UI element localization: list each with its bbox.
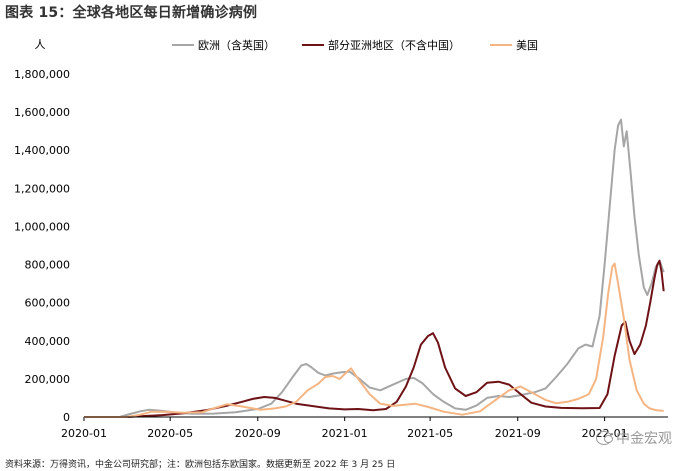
y-tick-label: 400,000	[25, 335, 71, 348]
y-tick-label: 0	[63, 411, 70, 424]
x-tick-label: 2020-01	[61, 427, 107, 440]
legend-label-1: 欧洲（含英国）	[198, 38, 275, 52]
y-axis-label: 人	[35, 38, 46, 51]
figure-title: 图表 15：全球各地区每日新增确诊病例	[5, 5, 258, 21]
y-tick-label: 200,000	[25, 373, 71, 386]
watermark: 中金宏观	[596, 428, 672, 448]
y-tick-label: 600,000	[25, 297, 71, 310]
x-tick-label: 2021-01	[322, 427, 368, 440]
watermark-text: 中金宏观	[616, 431, 672, 447]
x-tick-label: 2020-05	[147, 427, 193, 440]
x-tick-label: 2021-09	[495, 427, 541, 440]
y-tick-label: 1,600,000	[14, 106, 70, 119]
legend-label-3: 美国	[516, 39, 538, 52]
y-tick-label: 1,800,000	[14, 68, 70, 81]
series-line-3	[84, 262, 664, 418]
y-tick-label: 1,400,000	[14, 144, 70, 157]
x-tick-label: 2021-05	[407, 427, 453, 440]
legend-label-2: 部分亚洲地区（不含中国）	[328, 38, 460, 52]
y-tick-label: 1,200,000	[14, 182, 70, 195]
series-line-2	[84, 259, 665, 418]
wechat-icon	[596, 431, 613, 445]
legend: 欧洲（含英国） 部分亚洲地区（不含中国） 美国	[172, 38, 538, 52]
y-axis-ticks: 0 200,000 400,000 600,000 800,000 1,000,000 1,…	[14, 68, 70, 424]
source-note: 资料来源：万得资讯，中金公司研究部；注：欧洲包括东欧国家。数据更新至 2022 …	[5, 460, 396, 470]
x-axis-ticks: 2020-01 2020-05 2020-09 2021-01 2021-05 2021-…	[61, 417, 628, 440]
series-line-1	[84, 118, 665, 418]
y-tick-label: 1,000,000	[14, 220, 70, 233]
x-tick-label: 2020-09	[235, 427, 281, 440]
series-lines	[84, 118, 665, 418]
y-tick-label: 800,000	[25, 259, 71, 272]
